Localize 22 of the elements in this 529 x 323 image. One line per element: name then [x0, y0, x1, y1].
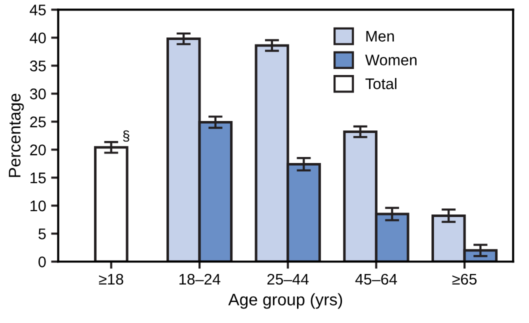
y-tick-label: 25: [30, 116, 46, 128]
y-tick-label: 35: [30, 60, 46, 72]
y-tick-label: 10: [30, 200, 46, 212]
legend-label: Men: [366, 30, 394, 42]
x-tick-label: 18–24: [179, 274, 220, 285]
x-tick-label: ≥65: [452, 274, 477, 285]
y-tick-label: 0: [38, 256, 46, 268]
annotation: §: [123, 130, 130, 142]
x-tick-label: 45–64: [355, 274, 398, 285]
legend-label: Total: [365, 78, 396, 90]
legend-label: Women: [365, 54, 416, 66]
x-axis-title: Age group (yrs): [228, 293, 342, 309]
y-tick-label: 40: [30, 32, 46, 44]
y-axis-title: Percentage: [8, 94, 24, 177]
y-tick-label: 20: [30, 144, 46, 156]
y-tick-label: 5: [38, 228, 46, 240]
x-tick-label: 25–44: [267, 274, 309, 285]
x-tick-label: ≥18: [98, 274, 124, 285]
y-tick-label: 45: [30, 4, 46, 16]
y-tick-label: 15: [30, 172, 46, 184]
y-tick-label: 30: [30, 88, 46, 100]
bar: [94, 146, 128, 262]
